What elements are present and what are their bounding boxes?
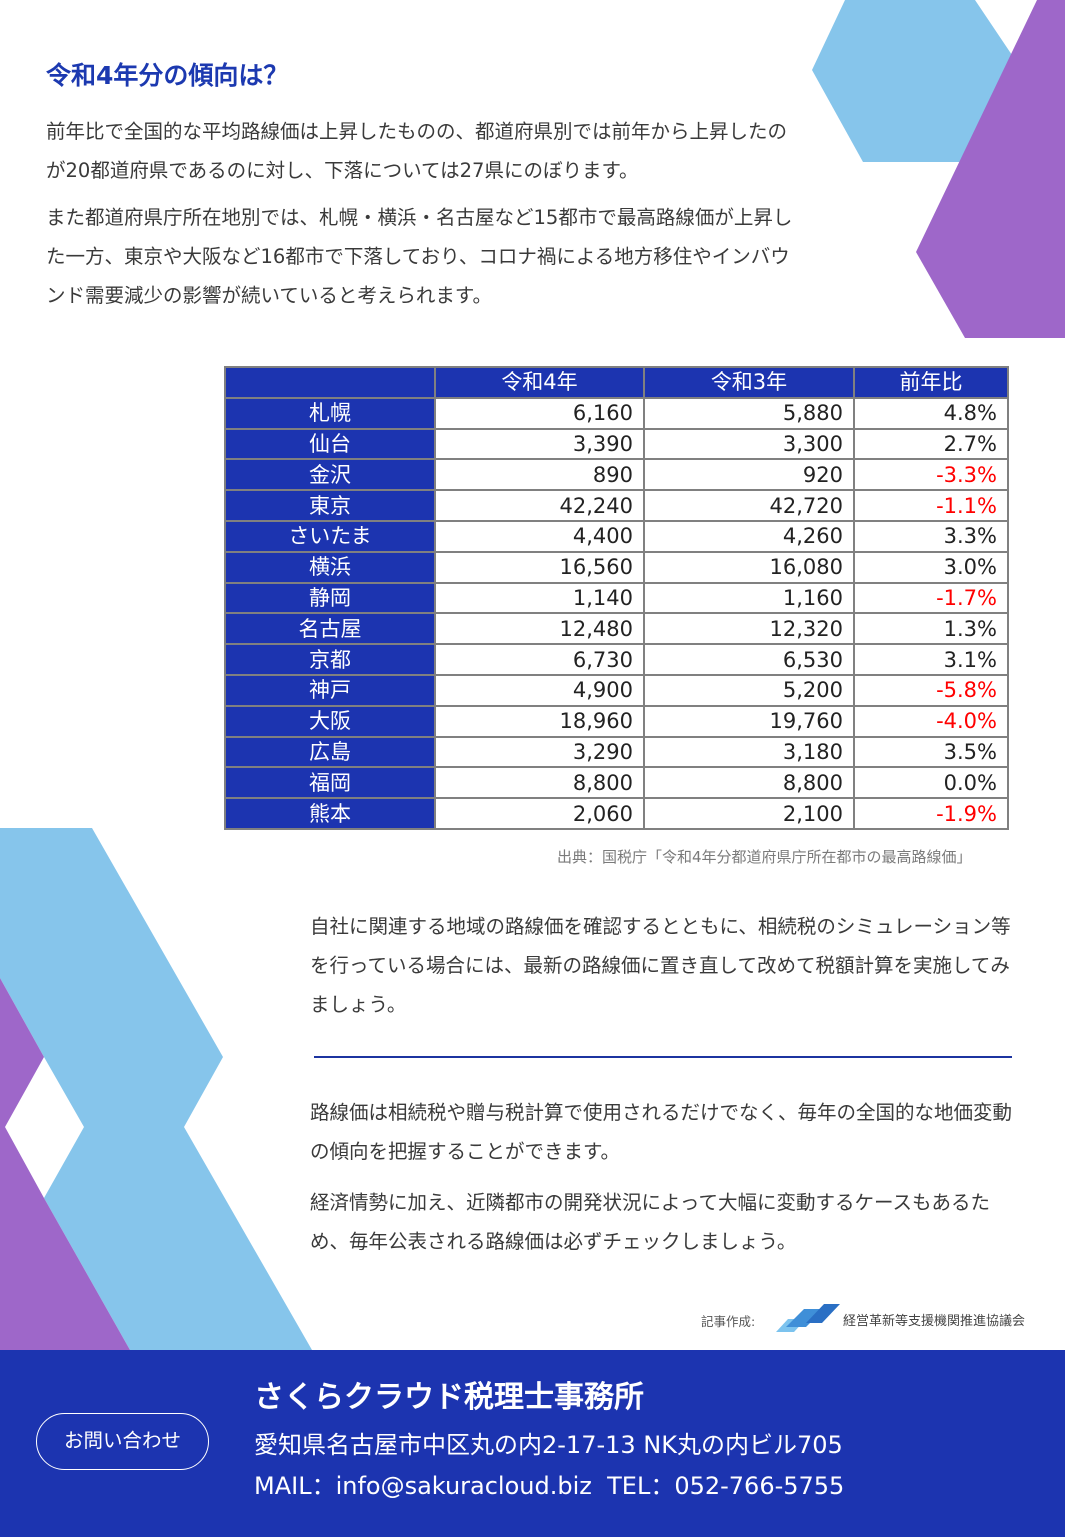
table-row: 横浜 16,560 16,080 3.0% xyxy=(224,550,1009,584)
change-cell: 2.7% xyxy=(853,427,1009,461)
table-row: 名古屋 12,480 12,320 1.3% xyxy=(224,612,1009,646)
city-cell: 東京 xyxy=(224,489,436,522)
rosenka-table: 令和4年 令和3年 前年比 札幌 6,160 5,880 4.8% 仙台 3,390 3,3… xyxy=(224,366,1009,830)
change-cell: 1.3% xyxy=(853,612,1009,646)
top-right-purple-shape xyxy=(916,0,1065,338)
city-cell: さいたま xyxy=(224,519,436,553)
change-cell: -1.1% xyxy=(853,489,1009,522)
city-cell: 札幌 xyxy=(224,396,436,430)
table-row: 金沢 890 920 -3.3% xyxy=(224,458,1009,492)
change-cell: 3.5% xyxy=(853,735,1009,769)
advice-paragraph: 自社に関連する地域の路線価を確認するとともに、相続税のシミュレーション等を行って… xyxy=(310,915,1011,1016)
intro-paragraph-2: また都道府県庁所在地別では、札幌・横浜・名古屋など15都市で最高路線価が上昇した… xyxy=(46,206,793,307)
city-cell: 神戸 xyxy=(224,673,436,707)
r4-value-cell: 6,160 xyxy=(434,396,645,430)
change-cell: -3.3% xyxy=(853,458,1009,492)
header-city xyxy=(224,366,436,399)
header-r3: 令和3年 xyxy=(643,366,855,399)
table-row: 大阪 18,960 19,760 -4.0% xyxy=(224,704,1009,738)
r3-value-cell: 920 xyxy=(643,458,855,492)
r4-value-cell: 12,480 xyxy=(434,612,645,646)
r3-value-cell: 19,760 xyxy=(643,704,855,738)
change-cell: -4.0% xyxy=(853,704,1009,738)
change-cell: 4.8% xyxy=(853,396,1009,430)
city-cell: 熊本 xyxy=(224,797,436,830)
table-row: 静岡 1,140 1,160 -1.7% xyxy=(224,581,1009,615)
r4-value-cell: 4,900 xyxy=(434,673,645,707)
r3-value-cell: 2,100 xyxy=(643,797,855,830)
r3-value-cell: 12,320 xyxy=(643,612,855,646)
credit-label: 記事作成: xyxy=(701,1314,756,1329)
summary-paragraph-2: 経済情勢に加え、近隣都市の開発状況によって大幅に変動するケースもあるため、毎年公… xyxy=(310,1191,990,1253)
r3-value-cell: 5,880 xyxy=(643,396,855,430)
r3-value-cell: 3,180 xyxy=(643,735,855,769)
header-change: 前年比 xyxy=(853,366,1009,399)
city-cell: 横浜 xyxy=(224,550,436,584)
office-address: 愛知県名古屋市中区丸の内2-17-13 NK丸の内ビル705 xyxy=(254,1431,843,1459)
city-cell: 広島 xyxy=(224,735,436,769)
r3-value-cell: 6,530 xyxy=(643,643,855,676)
r4-value-cell: 890 xyxy=(434,458,645,492)
office-contact: MAIL：info@sakuracloud.biz TEL：052-766-57… xyxy=(254,1472,845,1500)
header-r4: 令和4年 xyxy=(434,366,645,399)
change-cell: -5.8% xyxy=(853,673,1009,707)
city-cell: 静岡 xyxy=(224,581,436,615)
credit-organization: 経営革新等支援機関推進協議会 xyxy=(843,1314,1026,1329)
table-row: 福岡 8,800 8,800 0.0% xyxy=(224,766,1009,800)
table-row: 札幌 6,160 5,880 4.8% xyxy=(224,396,1009,430)
city-cell: 福岡 xyxy=(224,766,436,800)
table-row: 仙台 3,390 3,300 2.7% xyxy=(224,427,1009,461)
r4-value-cell: 16,560 xyxy=(434,550,645,584)
table-row: さいたま 4,400 4,260 3.3% xyxy=(224,519,1009,553)
section-divider xyxy=(314,1056,1012,1058)
r3-value-cell: 42,720 xyxy=(643,489,855,522)
r3-value-cell: 16,080 xyxy=(643,550,855,584)
r3-value-cell: 1,160 xyxy=(643,581,855,615)
change-cell: -1.9% xyxy=(853,797,1009,830)
r3-value-cell: 3,300 xyxy=(643,427,855,461)
top-right-light-blue-hexagon xyxy=(812,0,1022,162)
contact-button[interactable]: お問い合わせ xyxy=(36,1413,209,1470)
city-cell: 名古屋 xyxy=(224,612,436,646)
footer: お問い合わせ さくらクラウド税理士事務所 愛知県名古屋市中区丸の内2-17-13… xyxy=(0,1350,1065,1537)
city-cell: 仙台 xyxy=(224,427,436,461)
section-title: 令和4年分の傾向は？ xyxy=(46,61,289,90)
change-cell: 3.3% xyxy=(853,519,1009,553)
r4-value-cell: 2,060 xyxy=(434,797,645,830)
r4-value-cell: 4,400 xyxy=(434,519,645,553)
office-name: さくらクラウド税理士事務所 xyxy=(254,1380,644,1415)
r4-value-cell: 42,240 xyxy=(434,489,645,522)
table-source: 出典：国税庁「令和4年分都道府県庁所在都市の最高路線価」 xyxy=(557,848,972,866)
bottom-left-purple-shape xyxy=(0,978,130,1350)
change-cell: 0.0% xyxy=(853,766,1009,800)
city-cell: 京都 xyxy=(224,643,436,676)
change-cell: -1.7% xyxy=(853,581,1009,615)
bottom-left-light-blue-shape xyxy=(0,828,312,1350)
city-cell: 大阪 xyxy=(224,704,436,738)
r4-value-cell: 8,800 xyxy=(434,766,645,800)
table-row: 神戸 4,900 5,200 -5.8% xyxy=(224,673,1009,707)
stripes-logo-icon xyxy=(776,1304,840,1332)
city-cell: 金沢 xyxy=(224,458,436,492)
r4-value-cell: 3,290 xyxy=(434,735,645,769)
table-header-row: 令和4年 令和3年 前年比 xyxy=(224,366,1009,399)
table-row: 東京 42,240 42,720 -1.1% xyxy=(224,489,1009,522)
table-row: 京都 6,730 6,530 3.1% xyxy=(224,643,1009,676)
r3-value-cell: 4,260 xyxy=(643,519,855,553)
r3-value-cell: 8,800 xyxy=(643,766,855,800)
summary-paragraph-1: 路線価は相続税や贈与税計算で使用されるだけでなく、毎年の全国的な地価変動の傾向を… xyxy=(310,1101,1013,1163)
r3-value-cell: 5,200 xyxy=(643,673,855,707)
change-cell: 3.0% xyxy=(853,550,1009,584)
r4-value-cell: 6,730 xyxy=(434,643,645,676)
table-row: 広島 3,290 3,180 3.5% xyxy=(224,735,1009,769)
table-row: 熊本 2,060 2,100 -1.9% xyxy=(224,797,1009,830)
change-cell: 3.1% xyxy=(853,643,1009,676)
r4-value-cell: 1,140 xyxy=(434,581,645,615)
intro-paragraph-1: 前年比で全国的な平均路線価は上昇したものの、都道府県別では前年から上昇したのが2… xyxy=(46,120,788,182)
r4-value-cell: 3,390 xyxy=(434,427,645,461)
r4-value-cell: 18,960 xyxy=(434,704,645,738)
